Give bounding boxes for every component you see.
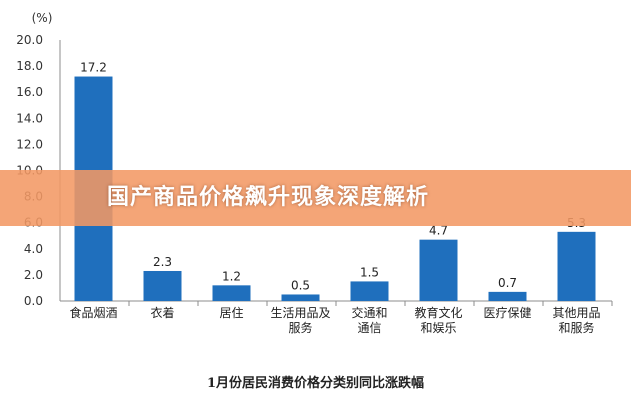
y-tick-label: 2.0 <box>24 268 43 282</box>
y-tick-label: 20.0 <box>16 33 43 47</box>
data-label: 0.7 <box>498 276 517 290</box>
chart-caption: 1月份居民消费价格分类别同比涨跌幅 <box>206 376 425 391</box>
y-unit-label: (%) <box>32 11 53 25</box>
bar <box>557 231 596 301</box>
banner-title: 国产商品价格飙升现象深度解析 <box>107 185 430 210</box>
data-label: 1.5 <box>360 265 379 279</box>
y-tick-label: 4.0 <box>24 242 43 256</box>
y-tick-label: 14.0 <box>16 111 43 125</box>
x-tick-label-line: 和服务 <box>558 320 594 335</box>
x-tick-label-line: 通信 <box>357 321 381 335</box>
y-tick-label: 16.0 <box>16 85 43 99</box>
x-tick-label-line: 交通和 <box>351 305 387 320</box>
y-tick-label: 18.0 <box>16 59 43 73</box>
data-label: 17.2 <box>80 61 107 75</box>
x-tick-label-line: 居住 <box>219 306 243 320</box>
data-label: 2.3 <box>153 255 172 269</box>
x-tick-label: 居住 <box>219 306 243 320</box>
y-tick-label: 0.0 <box>24 294 43 308</box>
x-tick-label: 衣着 <box>150 305 174 320</box>
x-tick-label-line: 衣着 <box>150 305 174 320</box>
data-label: 4.7 <box>429 224 448 238</box>
x-tick-label-line: 生活用品及 <box>270 306 330 320</box>
bar <box>143 270 182 301</box>
x-tick-label: 生活用品及服务 <box>270 306 330 335</box>
x-tick-label: 教育文化和娱乐 <box>414 305 462 335</box>
x-tick-label: 其他用品和服务 <box>552 306 600 335</box>
x-tick-label-line: 医疗保健 <box>483 306 531 320</box>
x-tick-label: 交通和通信 <box>351 305 387 335</box>
x-tick-label: 医疗保健 <box>483 306 531 320</box>
bar <box>281 294 320 301</box>
bar <box>350 281 389 301</box>
bar <box>488 291 527 301</box>
y-tick-label: 12.0 <box>16 137 43 151</box>
x-tick-label-line: 教育文化 <box>414 305 462 320</box>
bar <box>212 285 251 301</box>
x-tick-label-line: 食品烟酒 <box>69 305 117 320</box>
x-tick-label: 食品烟酒 <box>69 305 117 320</box>
x-tick-label-line: 和娱乐 <box>420 321 456 335</box>
data-label: 1.2 <box>222 269 241 283</box>
x-tick-label-line: 其他用品 <box>552 306 600 320</box>
bar <box>419 239 458 301</box>
data-label: 0.5 <box>291 278 310 292</box>
x-tick-label-line: 服务 <box>288 320 312 335</box>
title-banner: 国产商品价格飙升现象深度解析 <box>0 170 631 226</box>
